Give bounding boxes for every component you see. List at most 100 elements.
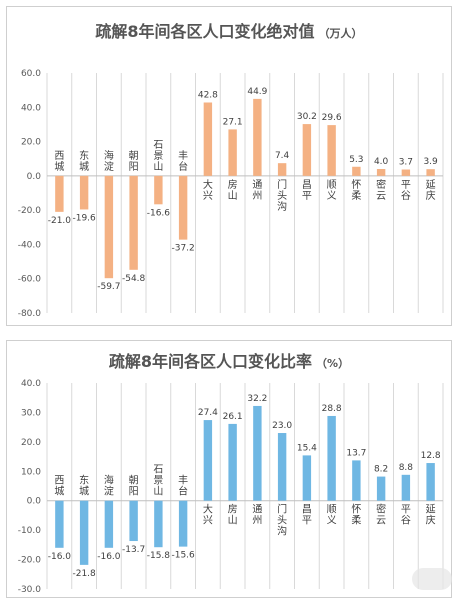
chart-title: 疏解8年间各区人口变化绝对值 （万人） bbox=[95, 22, 362, 41]
data-label: -19.6 bbox=[72, 213, 96, 223]
category-label: 朝阳 bbox=[129, 150, 139, 173]
y-tick-label: 10.0 bbox=[21, 467, 41, 477]
chart-title-unit: （%） bbox=[316, 357, 349, 370]
data-label: 28.8 bbox=[322, 404, 342, 414]
category-label: 石景山 bbox=[153, 465, 163, 498]
category-label: 大兴 bbox=[203, 178, 213, 202]
bar bbox=[277, 163, 287, 176]
data-label: 4.0 bbox=[374, 157, 389, 167]
category-label: 朝阳 bbox=[129, 475, 139, 498]
data-label: 27.1 bbox=[223, 117, 243, 127]
category-label: 延庆 bbox=[426, 504, 436, 527]
category-label: 通州 bbox=[252, 179, 262, 202]
bar bbox=[426, 463, 435, 501]
y-tick-label: -30.0 bbox=[18, 585, 42, 595]
chart-title-main: 疏解8年间各区人口变化绝对值 bbox=[95, 22, 314, 41]
y-tick-label: 0.0 bbox=[27, 497, 42, 507]
category-label: 昌平 bbox=[302, 179, 312, 202]
category-label: 海淀 bbox=[104, 149, 114, 173]
category-label: 怀柔 bbox=[351, 179, 361, 202]
y-tick-label: 40.0 bbox=[21, 103, 41, 113]
y-tick-label: 30.0 bbox=[21, 408, 41, 418]
bar bbox=[253, 98, 262, 176]
category-label: 丰台 bbox=[178, 474, 188, 498]
bar bbox=[401, 474, 411, 501]
bar bbox=[277, 433, 287, 501]
y-tick-label: 20.0 bbox=[21, 438, 41, 448]
bar bbox=[253, 405, 262, 501]
y-tick-label: 20.0 bbox=[21, 138, 41, 148]
category-label: 顺义 bbox=[327, 504, 337, 527]
y-tick-label: -20.0 bbox=[18, 206, 42, 216]
category-label: 东城 bbox=[79, 149, 89, 173]
bar bbox=[203, 420, 213, 501]
bar bbox=[129, 500, 138, 542]
chart-panel-absolute: 疏解8年间各区人口变化绝对值 （万人） -80.0 -60.0 -40.0 -20.0 0… bbox=[6, 6, 452, 326]
bar bbox=[228, 129, 237, 176]
bar bbox=[327, 415, 336, 501]
data-label: -16.6 bbox=[147, 208, 171, 218]
watermark-badge bbox=[412, 568, 452, 590]
bar bbox=[203, 102, 213, 176]
bar bbox=[79, 175, 89, 210]
data-label: 8.2 bbox=[374, 465, 388, 475]
category-label: 房山 bbox=[228, 503, 238, 527]
data-label: 27.4 bbox=[198, 408, 218, 418]
bar bbox=[376, 476, 386, 501]
y-tick-label: 40.0 bbox=[21, 379, 41, 389]
data-label: -15.6 bbox=[171, 551, 195, 561]
category-label: 顺义 bbox=[327, 179, 337, 202]
category-label: 丰台 bbox=[178, 149, 188, 173]
category-label: 密云 bbox=[376, 503, 386, 527]
data-label: 42.8 bbox=[198, 90, 218, 100]
y-tick-label: -20.0 bbox=[18, 556, 42, 566]
bar bbox=[55, 175, 64, 212]
data-label: 44.9 bbox=[247, 87, 267, 97]
bar bbox=[55, 500, 64, 548]
data-label: -21.8 bbox=[72, 569, 96, 579]
bar bbox=[352, 166, 361, 176]
data-label: 12.8 bbox=[421, 451, 441, 461]
category-label: 房山 bbox=[228, 178, 238, 202]
y-tick-label: -80.0 bbox=[18, 309, 42, 319]
bar bbox=[228, 423, 237, 501]
data-label: 3.7 bbox=[399, 158, 413, 168]
data-label: 7.4 bbox=[275, 151, 290, 161]
category-label: 平谷 bbox=[401, 180, 411, 202]
category-label: 西城 bbox=[54, 151, 64, 173]
y-tick-label: 60.0 bbox=[21, 69, 41, 79]
bar bbox=[401, 169, 411, 176]
chart-title-unit: （万人） bbox=[319, 26, 363, 40]
category-label: 石景山 bbox=[153, 140, 163, 173]
chart-ratio-change: 疏解8年间各区人口变化比率 （%） -30.0 -20.0 -10.0 0.0 10.0 2… bbox=[18, 352, 444, 595]
data-label: 23.0 bbox=[272, 421, 292, 431]
bar bbox=[327, 125, 336, 176]
bar bbox=[352, 460, 361, 501]
bar bbox=[426, 169, 435, 176]
bar bbox=[178, 175, 188, 240]
chart-title-main: 疏解8年间各区人口变化比率 bbox=[109, 352, 312, 371]
category-label: 海淀 bbox=[104, 474, 114, 498]
data-label: 13.7 bbox=[346, 448, 366, 458]
category-label: 通州 bbox=[252, 504, 262, 527]
bar bbox=[154, 500, 163, 548]
bar bbox=[104, 175, 114, 279]
category-label: 平谷 bbox=[401, 505, 411, 527]
category-label: 西城 bbox=[54, 476, 64, 498]
category-label: 延庆 bbox=[426, 179, 436, 202]
chart-panel-ratio: 疏解8年间各区人口变化比率 （%） -30.0 -20.0 -10.0 0.0 10.0 2… bbox=[6, 340, 452, 598]
data-label: -15.8 bbox=[147, 551, 171, 561]
data-label: 29.6 bbox=[322, 113, 342, 123]
data-label: -54.8 bbox=[122, 274, 146, 284]
data-label: -59.7 bbox=[97, 282, 120, 292]
chart-absolute-change: 疏解8年间各区人口变化绝对值 （万人） -80.0 -60.0 -40.0 -20.0 0… bbox=[18, 22, 444, 319]
data-label: 15.4 bbox=[297, 443, 317, 453]
bar bbox=[154, 175, 163, 205]
bar bbox=[129, 175, 138, 270]
data-label: -16.0 bbox=[48, 552, 72, 562]
y-tick-label: -60.0 bbox=[18, 275, 42, 285]
data-label: 26.1 bbox=[223, 412, 243, 422]
category-label: 大兴 bbox=[203, 503, 213, 527]
category-label: 密云 bbox=[376, 178, 386, 202]
data-label: 5.3 bbox=[349, 155, 363, 165]
